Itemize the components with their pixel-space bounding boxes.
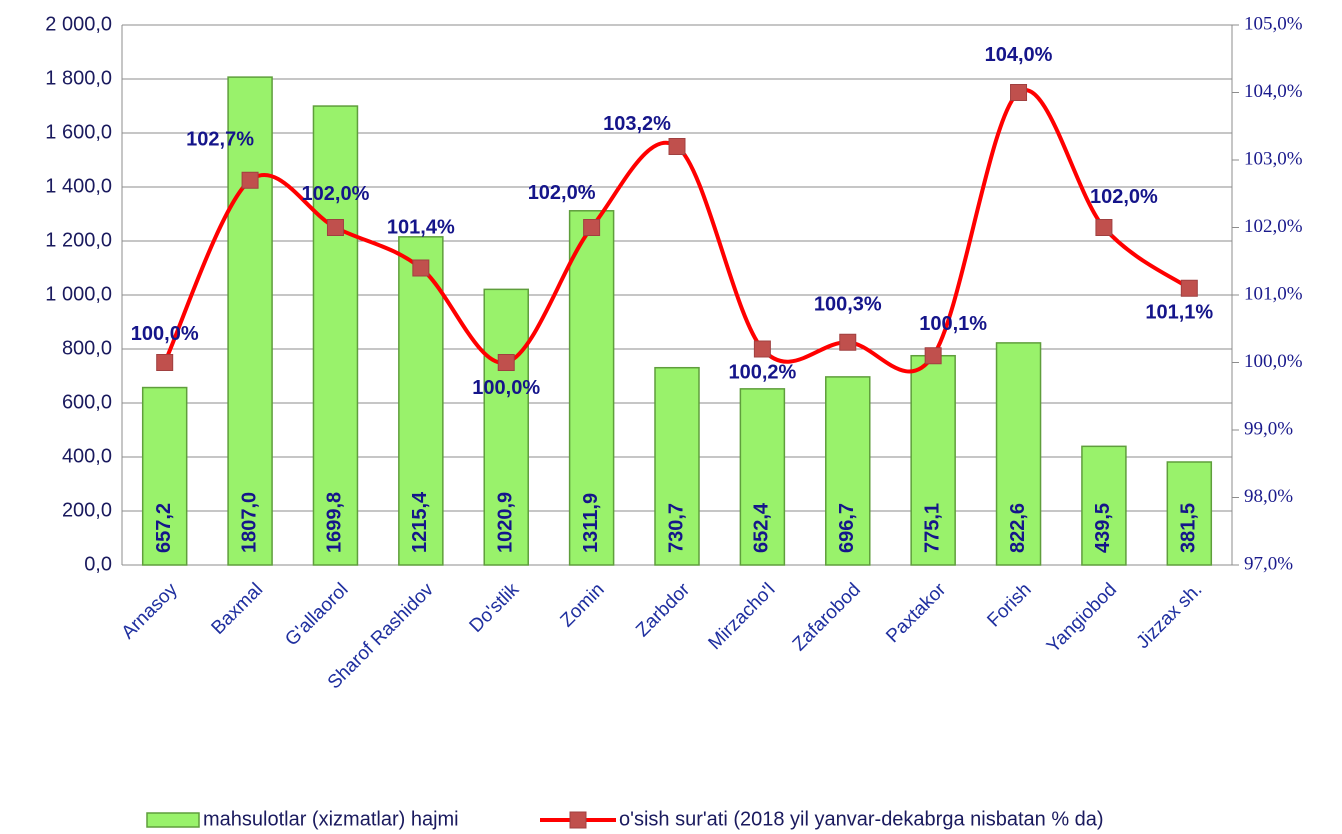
y-tick-label: 800,0 (62, 337, 112, 359)
x-tick-label: Do'stlik (466, 579, 524, 637)
bar (483, 288, 529, 566)
line-value-label: 101,4% (387, 216, 455, 238)
bar-value-label: 657,2 (153, 503, 175, 553)
legend-swatch (569, 811, 587, 829)
line-value-label: 100,0% (131, 323, 199, 345)
y-tick-label: 200,0 (62, 499, 112, 521)
bar (227, 76, 273, 566)
line-value-label: 102,0% (528, 182, 596, 204)
x-tick-label: Jizzax sh. (1133, 579, 1207, 653)
y2-tick-label: 105,0% (1244, 13, 1303, 34)
line-marker (668, 138, 686, 155)
legend-label: mahsulotlar (xizmatlar) hajmi (203, 808, 459, 830)
line-marker (583, 219, 601, 236)
x-tick-label: Paxtakor (882, 579, 950, 647)
line-value-label: 103,2% (603, 113, 671, 135)
line-marker (241, 171, 259, 189)
x-tick-label: Zafarobod (789, 579, 865, 655)
y-tick-label: 400,0 (62, 445, 112, 467)
x-tick-label: Zomin (557, 579, 609, 631)
y-tick-label: 1 200,0 (45, 229, 112, 251)
bar-value-label: 696,7 (836, 503, 858, 553)
bar (1081, 445, 1127, 566)
bar-value-label: 381,5 (1178, 503, 1200, 553)
bar (312, 105, 359, 566)
bar (398, 236, 444, 566)
x-tick-label: Forish (983, 579, 1035, 631)
line-marker (839, 333, 857, 351)
bar-value-label: 822,6 (1007, 503, 1029, 553)
y-tick-label: 1 800,0 (45, 67, 112, 89)
bar (1166, 461, 1213, 566)
bar-value-label: 1215,4 (409, 491, 431, 553)
bar-value-label: 652,4 (751, 502, 773, 553)
bar-value-label: 775,1 (921, 503, 943, 553)
line-marker (497, 354, 515, 371)
y-tick-label: 1 400,0 (45, 175, 112, 197)
line-marker (1180, 279, 1198, 297)
y2-tick-label: 103,0% (1244, 148, 1303, 169)
legend-label: o'sish sur'ati (2018 yil yanvar-dekabrga… (619, 808, 1104, 830)
line-marker (326, 219, 344, 236)
line-value-label: 104,0% (985, 44, 1053, 66)
y2-tick-label: 104,0% (1244, 81, 1303, 102)
x-tick-label: Zarbdor (632, 579, 694, 641)
line-value-label: 100,0% (472, 377, 540, 399)
line-value-label: 100,1% (919, 313, 987, 335)
bar-value-label: 1020,9 (495, 492, 517, 553)
line-value-label: 100,2% (728, 361, 796, 383)
line-value-label: 102,0% (1090, 186, 1158, 208)
bar (739, 388, 786, 566)
line-marker (753, 340, 771, 358)
line-marker (412, 259, 430, 277)
bar (995, 342, 1042, 566)
y2-tick-label: 101,0% (1244, 283, 1303, 304)
line-marker (924, 347, 942, 365)
line-value-label: 102,7% (186, 129, 254, 151)
line-value-label: 102,0% (302, 183, 370, 205)
bar (654, 366, 700, 566)
bar-value-label: 1699,8 (324, 492, 346, 553)
x-tick-label: G'allaorol (281, 579, 352, 650)
y-tick-label: 0,0 (84, 553, 112, 575)
line-value-label: 100,3% (814, 294, 882, 316)
x-tick-label: Yangiobod (1043, 579, 1121, 657)
y2-tick-label: 99,0% (1244, 418, 1293, 439)
bar (568, 210, 615, 566)
bar-value-label: 1311,9 (580, 493, 602, 553)
bar-value-label: 439,5 (1092, 503, 1114, 553)
x-tick-label: Baxmal (208, 579, 268, 639)
line-marker (1095, 219, 1113, 236)
y2-tick-label: 97,0% (1244, 553, 1293, 574)
line-marker (156, 354, 174, 371)
x-tick-label: Arnasoy (118, 579, 182, 643)
bar (825, 376, 871, 566)
y-tick-label: 1 600,0 (45, 121, 112, 143)
y-tick-label: 1 000,0 (45, 283, 112, 305)
y-tick-label: 2 000,0 (45, 13, 112, 35)
legend-swatch (146, 812, 200, 828)
bar-value-label: 730,7 (665, 503, 687, 553)
y2-tick-label: 100,0% (1244, 351, 1303, 372)
line-marker (1010, 84, 1028, 101)
line-value-label: 101,1% (1145, 302, 1213, 324)
x-tick-label: Mirzacho'l (705, 579, 780, 654)
bar (141, 386, 188, 566)
y2-tick-label: 102,0% (1244, 216, 1303, 237)
bar-value-label: 1807,0 (238, 492, 260, 553)
y-tick-label: 600,0 (62, 391, 112, 413)
y2-tick-label: 98,0% (1244, 486, 1293, 507)
